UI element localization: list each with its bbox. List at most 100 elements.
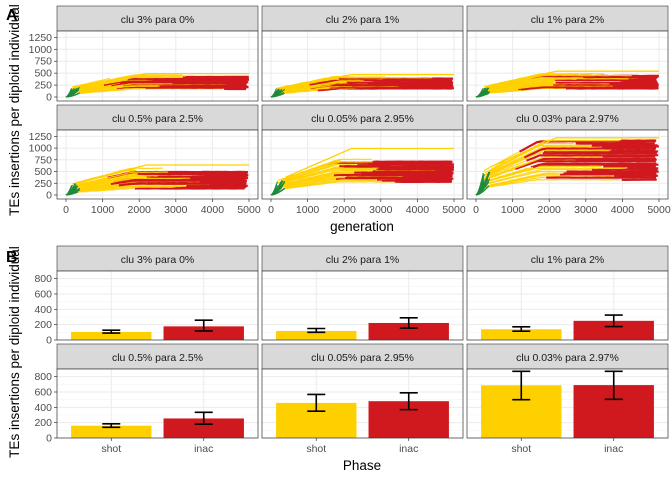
facet-a-2-early-trace-25	[270, 88, 280, 98]
facet-a-4-shot-trace-1	[76, 186, 174, 193]
facet-a-2-strip-label: clu 2% para 1%	[326, 14, 400, 26]
facet-a-5-x-tick-label-0: 0	[268, 204, 274, 216]
facet-a-6-shot-trace-0	[481, 178, 620, 189]
facet-b-2-bar-shot	[276, 330, 357, 340]
facet-a-5-top-trace	[285, 147, 454, 178]
panel-a-y-axis-title: TEs insertions per diploid individual	[7, 4, 22, 216]
panel-b-y-axis-title: TEs insertions per diploid individual	[7, 246, 22, 458]
facet-a-6-x-tick-label-5: 5000	[647, 204, 671, 216]
facet-a-6-shot-trace-23	[483, 151, 520, 172]
facet-a-3-lines	[475, 70, 659, 98]
facet-a-1-y-tick-label-1: 250	[34, 80, 52, 92]
facet-a-4-strip-label: clu 0.5% para 2.5%	[112, 113, 203, 125]
facet-a-6-x-tick-label-3: 3000	[574, 204, 598, 216]
facet-a-2-strip	[261, 5, 464, 32]
facet-b-5-strip-label: clu 0.05% para 2.95%	[311, 352, 414, 364]
facet-b-2-strip	[261, 245, 464, 272]
facet-a-1-shot-trace-25	[71, 77, 111, 88]
facet-a-5-shot-trace-0	[282, 181, 395, 190]
facet-a-1-early-trace-24	[65, 86, 81, 98]
facet-a-4-y-tick-label-3: 750	[34, 154, 52, 166]
facet-a-4-inac-trace-10	[110, 179, 248, 185]
facet-a-6-shot-trace-10	[489, 166, 534, 182]
facet-a-1-strip-label: clu 3% para 0%	[121, 14, 195, 26]
facet-b-1-y-tick-label-4: 800	[34, 273, 52, 285]
facet-a-4-shot-trace-17	[77, 174, 204, 187]
facet-a-1-y-tick-label-4: 1000	[29, 44, 53, 56]
facet-a-4-y-tick-label-0: 0	[46, 190, 52, 202]
panel-b-x-axis-title: Phase	[343, 458, 381, 473]
facet-a-6-strip	[466, 104, 669, 131]
facet-a-6-inac-trace-13	[515, 157, 657, 170]
facet-b-6-x-tick-label-inac: inac	[604, 443, 623, 455]
facet-a-4-x-tick-label-0: 0	[63, 204, 69, 216]
facet-b-4-y-tick-label-3: 600	[34, 387, 52, 399]
facet-a-1-strip	[56, 5, 259, 32]
facet-a-4-x-tick-label-1: 1000	[91, 204, 115, 216]
facet-b-6-panel-border	[466, 368, 669, 439]
facet-a-5-shot-trace-4	[285, 178, 336, 189]
facet-a-6-panel-border	[466, 129, 669, 200]
facet-a-5-strip-label: clu 0.05% para 2.95%	[311, 113, 414, 125]
facet-a-4-shot-trace-0	[78, 187, 134, 193]
facet-b-1-y-tick-label-2: 400	[34, 304, 52, 316]
facet-b-2-strip-label: clu 2% para 1%	[326, 254, 400, 266]
facet-a-6-shot-trace-5	[483, 170, 566, 185]
facet-a-2-shot-trace-19	[284, 84, 309, 90]
facet-a-5-x-tick-label-5: 5000	[442, 204, 466, 216]
facet-a-5-strip	[261, 104, 464, 131]
facet-a-5-shot-trace-18	[284, 166, 338, 183]
facet-a-4-shot-trace-6	[79, 184, 119, 191]
facet-a-3-strip	[466, 5, 669, 32]
facet-b-4-y-tick-label-4: 800	[34, 371, 52, 383]
facet-a-6-top-trace	[490, 137, 659, 168]
facet-a-4-x-tick-label-5: 5000	[237, 204, 261, 216]
facet-b-5-x-tick-label-inac: inac	[399, 443, 418, 455]
facet-a-3-early-trace-25	[475, 87, 484, 98]
facet-a-4-y-tick-label-2: 500	[34, 166, 52, 178]
facet-a-1-y-tick-label-2: 500	[34, 68, 52, 80]
facet-a-6-x-tick-label-1: 1000	[501, 204, 525, 216]
facet-a-4-x-tick-label-2: 2000	[128, 204, 152, 216]
facet-a-6-shot-trace-4	[489, 172, 563, 186]
facet-a-2-panel-border	[261, 30, 464, 102]
facet-a-6-shot-trace-24	[490, 139, 620, 172]
facet-b-1-bar-shot	[71, 331, 152, 340]
facet-a-6-early-trace-23	[475, 172, 484, 196]
facet-a-4-y-tick-label-1: 250	[34, 178, 52, 190]
facet-a-4-top-trace	[80, 164, 249, 183]
facet-a-5-lines	[270, 147, 454, 196]
facet-b-4-x-tick-label-inac: inac	[194, 443, 213, 455]
facet-a-6-shot-trace-1	[484, 176, 546, 188]
panel-letter-b: B	[6, 249, 18, 266]
facet-b-4-strip-label: clu 0.5% para 2.5%	[112, 352, 203, 364]
facet-a-5-shot-trace-2	[285, 178, 377, 189]
facet-a-6-inac-trace-10	[533, 162, 657, 169]
facet-b-5-strip	[261, 343, 464, 370]
facet-b-4-bar-inac	[163, 418, 244, 438]
facet-a-1-panel-border	[56, 30, 259, 102]
facet-a-4-lines	[65, 164, 249, 196]
facet-b-4-panel-border	[56, 368, 259, 439]
facet-a-6-shot-trace-20	[488, 145, 600, 174]
facet-a-6-shot-trace-17	[487, 151, 544, 176]
facet-a-6-inac-trace-15	[526, 154, 659, 162]
facet-b-4-strip	[56, 343, 259, 370]
facet-a-2-shot-trace-1	[285, 89, 318, 94]
facet-a-2-lines	[270, 73, 454, 98]
facet-a-5-early-trace-25	[270, 180, 284, 196]
facet-a-6-x-tick-label-4: 4000	[611, 204, 635, 216]
facet-a-5-x-tick-label-4: 4000	[406, 204, 430, 216]
facet-a-4-early-trace-25	[65, 182, 76, 196]
facet-b-1-strip	[56, 245, 259, 272]
facet-a-3-strip-label: clu 1% para 2%	[531, 14, 605, 26]
facet-b-6-strip-label: clu 0.03% para 2.97%	[516, 352, 619, 364]
panel-letter-a: A	[6, 7, 18, 24]
facet-b-4-y-tick-label-1: 200	[34, 417, 52, 429]
facet-a-6-shot-trace-15	[484, 160, 527, 178]
facet-a-1-y-tick-label-0: 0	[46, 92, 52, 104]
facet-a-1-shot-trace-15	[78, 84, 102, 90]
facet-a-5-shot-trace-25	[283, 158, 372, 180]
facet-a-1-y-tick-label-5: 1250	[29, 32, 53, 44]
facet-a-3-top-trace	[490, 70, 659, 86]
